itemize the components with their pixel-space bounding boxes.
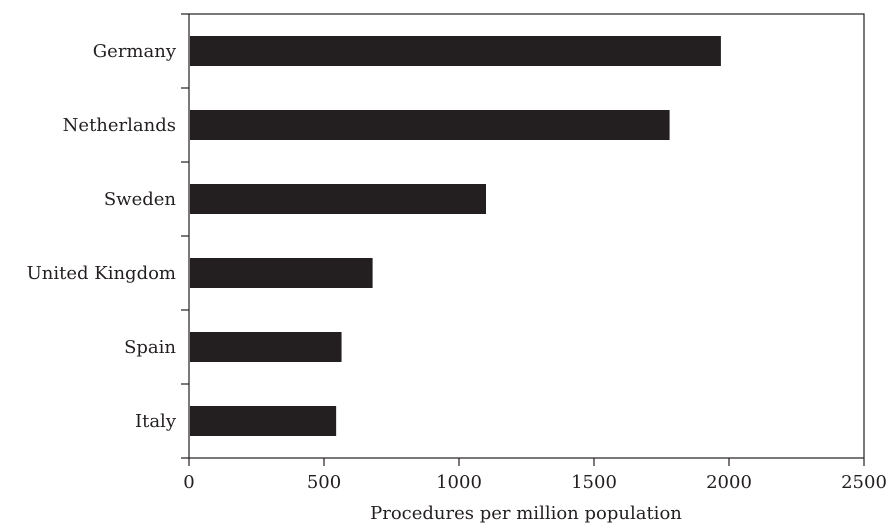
y-axis-labels: Germany Netherlands Sweden United Kingdom Sp… bbox=[27, 41, 177, 432]
bar-united-kingdom bbox=[190, 258, 373, 288]
x-tick-label-1500: 1500 bbox=[571, 472, 617, 493]
y-tick-label-germany: Germany bbox=[93, 41, 177, 62]
plot-frame bbox=[188, 13, 865, 459]
bar-italy bbox=[190, 406, 337, 436]
x-axis-ticks bbox=[188, 458, 865, 466]
plot-area bbox=[188, 13, 865, 459]
y-tick-label-united-kingdom: United Kingdom bbox=[27, 263, 176, 284]
y-tick-label-sweden: Sweden bbox=[104, 189, 177, 210]
y-axis-ticks bbox=[181, 13, 189, 459]
x-axis-labels: 0 500 1000 1500 2000 2500 bbox=[183, 472, 887, 493]
y-tick-label-spain: Spain bbox=[124, 337, 176, 358]
bar-germany bbox=[190, 36, 721, 66]
x-tick-label-2500: 2500 bbox=[841, 472, 887, 493]
bars-group bbox=[190, 36, 721, 436]
x-tick-label-0: 0 bbox=[183, 472, 194, 493]
y-tick-label-netherlands: Netherlands bbox=[63, 115, 176, 136]
bar-sweden bbox=[190, 184, 486, 214]
x-axis-title: Procedures per million population bbox=[370, 503, 682, 524]
bar-spain bbox=[190, 332, 342, 362]
x-tick-label-2000: 2000 bbox=[706, 472, 752, 493]
x-tick-label-500: 500 bbox=[307, 472, 341, 493]
x-tick-label-1000: 1000 bbox=[436, 472, 482, 493]
bar-netherlands bbox=[190, 110, 670, 140]
y-tick-label-italy: Italy bbox=[135, 411, 177, 432]
